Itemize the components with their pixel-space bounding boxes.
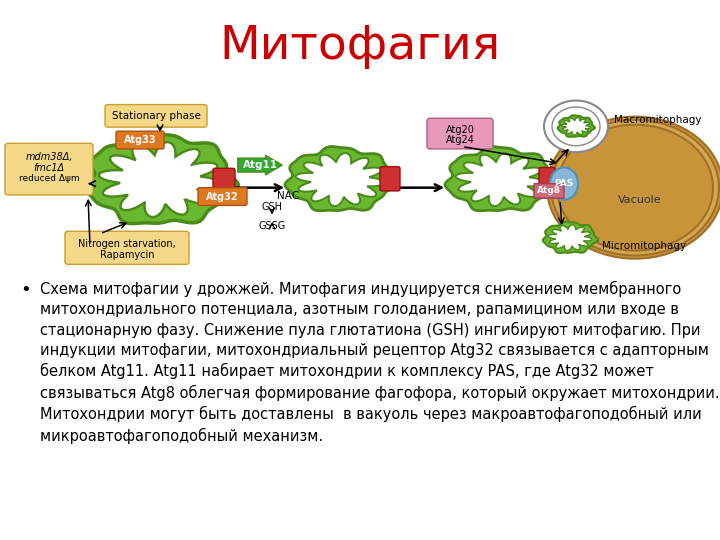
Polygon shape [99,142,221,217]
Circle shape [551,120,719,255]
Text: Atg20: Atg20 [446,125,474,136]
Polygon shape [543,221,598,253]
Polygon shape [456,153,544,206]
FancyBboxPatch shape [380,167,400,191]
Text: Митофагия: Митофагия [220,24,500,69]
Text: Macromitophagy: Macromitophagy [614,115,701,125]
Text: GSH: GSH [261,202,282,212]
Polygon shape [561,118,590,135]
Circle shape [544,100,608,152]
Circle shape [557,125,713,251]
Polygon shape [558,116,595,137]
Text: GSSG: GSSG [258,221,286,231]
Text: mdm38Δ,: mdm38Δ, [25,152,73,162]
Text: Rapamycin: Rapamycin [100,249,154,260]
Polygon shape [84,133,238,224]
FancyBboxPatch shape [105,105,207,127]
Circle shape [547,117,720,259]
FancyBboxPatch shape [534,184,564,198]
FancyBboxPatch shape [213,168,235,190]
Text: Stationary phase: Stationary phase [112,111,200,121]
Text: Atg33: Atg33 [124,135,156,145]
FancyArrowPatch shape [238,156,282,175]
Text: •: • [20,281,31,299]
FancyBboxPatch shape [116,131,164,149]
Text: Nitrogen starvation,: Nitrogen starvation, [78,239,176,249]
Text: NAC: NAC [277,191,299,201]
FancyBboxPatch shape [539,167,555,188]
Text: Atg32: Atg32 [206,192,238,201]
Polygon shape [285,146,397,211]
Text: Atg24: Atg24 [446,135,474,145]
Text: Схема митофагии у дрожжей. Митофагия индуцируется снижением мембранного митохонд: Схема митофагии у дрожжей. Митофагия инд… [40,281,719,444]
Circle shape [552,107,600,146]
FancyBboxPatch shape [65,231,189,265]
Text: Atg8: Atg8 [537,186,561,195]
FancyBboxPatch shape [198,188,247,205]
FancyBboxPatch shape [427,118,493,149]
Text: PAS: PAS [554,179,574,188]
Text: Micromitophagy: Micromitophagy [602,241,686,251]
Text: Atg11: Atg11 [243,160,277,170]
Text: fmc1Δ: fmc1Δ [33,163,65,172]
FancyBboxPatch shape [5,143,93,195]
Polygon shape [445,146,557,211]
Text: Vacuole: Vacuole [618,195,662,205]
Text: reduced Δψm: reduced Δψm [19,174,79,183]
Polygon shape [548,225,592,251]
Polygon shape [296,153,384,206]
Ellipse shape [550,167,578,200]
